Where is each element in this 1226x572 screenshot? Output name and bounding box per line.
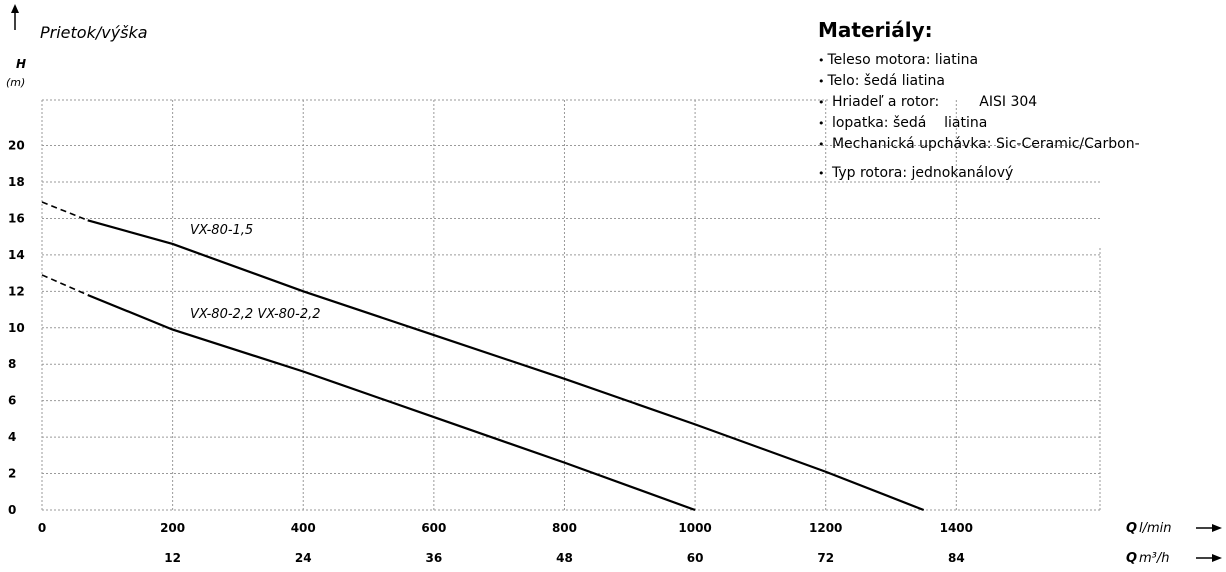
x-tick-label-lmin: 0 — [38, 521, 46, 535]
x-tick-label-lmin: 1400 — [940, 521, 973, 535]
curve-series-1 — [87, 293, 696, 512]
y-axis-arrow-head — [11, 4, 19, 13]
y-tick-label: 16 — [8, 211, 25, 225]
material-text: Hriadeľ a rotor: AISI 304 — [827, 94, 1038, 110]
x-axis-name: Q — [1126, 521, 1137, 536]
series-label: VX-80-1,5 — [190, 223, 253, 238]
x-tick-label-lmin: 600 — [421, 521, 446, 535]
x-axis-arrow-head — [1212, 524, 1222, 532]
x-tick-label-lmin: 1200 — [809, 521, 842, 535]
series-label: VX-80-2,2 VX-80-2,2 — [190, 307, 321, 322]
x-tick-label-lmin: 200 — [160, 521, 185, 535]
materials-title: Materiály: — [818, 18, 933, 42]
material-text: Typ rotora: jednokanálový — [827, 165, 1014, 181]
x-tick-label-lmin: 400 — [291, 521, 316, 535]
material-item: • Telo: šedá liatina — [818, 71, 1218, 92]
material-item: • Typ rotora: jednokanálový — [818, 163, 1218, 184]
y-tick-label: 20 — [8, 139, 25, 153]
y-tick-label: 4 — [8, 430, 16, 444]
material-item: • Mechanická upchávka: Sic-Ceramic/Carbo… — [818, 134, 1218, 155]
x-tick-labels: 0 200 400 600 800 1000 1200 1400 12 24 36 48 60 72 84 — [38, 521, 973, 565]
y-tick-label: 18 — [8, 175, 25, 189]
material-item: • Hriadeľ a rotor: AISI 304 — [818, 92, 1218, 113]
curve-extrapolated-1 — [41, 274, 89, 296]
bullet: • — [818, 117, 825, 130]
x-axis-unit: m³/h — [1139, 551, 1170, 566]
y-axis-label: H — [16, 57, 26, 71]
y-axis-unit: (m) — [6, 76, 25, 89]
y-tick-label: 2 — [8, 467, 16, 481]
grid — [41, 99, 1101, 511]
curve-series-0 — [87, 219, 925, 512]
y-tick-label: 0 — [8, 503, 16, 517]
y-tick-label: 14 — [8, 248, 25, 262]
curve-extrapolated-0 — [41, 201, 89, 222]
y-tick-label: 8 — [8, 357, 16, 371]
material-item: • Teleso motora: liatina — [818, 50, 1218, 71]
material-item: • lopatka: šedá liatina — [818, 113, 1218, 134]
bullet: • — [818, 138, 825, 151]
material-text: Teleso motora: liatina — [827, 52, 979, 68]
x-tick-label-m3h: 84 — [948, 551, 965, 565]
material-text: lopatka: šedá liatina — [827, 115, 988, 131]
x-tick-label-lmin: 1000 — [678, 521, 711, 535]
bullet: • — [818, 75, 825, 88]
chart-title: Prietok/výška — [40, 23, 148, 42]
x-tick-label-lmin: 800 — [552, 521, 577, 535]
x-tick-label-m3h: 12 — [164, 551, 181, 565]
y-tick-label: 12 — [8, 284, 25, 298]
bullet: • — [818, 96, 825, 109]
x-axis-arrow-head — [1212, 554, 1222, 562]
x-tick-label-m3h: 60 — [687, 551, 704, 565]
materials-list: • Teleso motora: liatina • Telo: šedá liat… — [818, 50, 1218, 184]
axes: Prietok/výška H (m) — [6, 4, 148, 89]
bullet: • — [818, 167, 825, 180]
x-axis-name: Q — [1126, 551, 1137, 566]
materials-panel: Materiály: • Teleso motora: liatina • Telo… — [818, 18, 1218, 184]
x-axis-unit: l/min — [1139, 521, 1172, 536]
material-text: Telo: šedá liatina — [827, 73, 945, 89]
x-tick-label-m3h: 24 — [295, 551, 312, 565]
y-tick-label: 6 — [8, 394, 16, 408]
material-text: Mechanická upchávka: Sic-Ceramic/Carbon- — [827, 136, 1140, 152]
x-tick-label-m3h: 48 — [556, 551, 573, 565]
x-tick-label-m3h: 36 — [426, 551, 443, 565]
y-tick-label: 10 — [8, 321, 25, 335]
series-labels: VX-80-1,5 VX-80-2,2 VX-80-2,2 — [190, 223, 321, 322]
x-tick-label-m3h: 72 — [817, 551, 834, 565]
bullet: • — [818, 54, 825, 67]
y-tick-labels: 0 2 4 6 8 10 12 14 16 18 20 — [8, 139, 25, 517]
curves — [41, 201, 925, 512]
